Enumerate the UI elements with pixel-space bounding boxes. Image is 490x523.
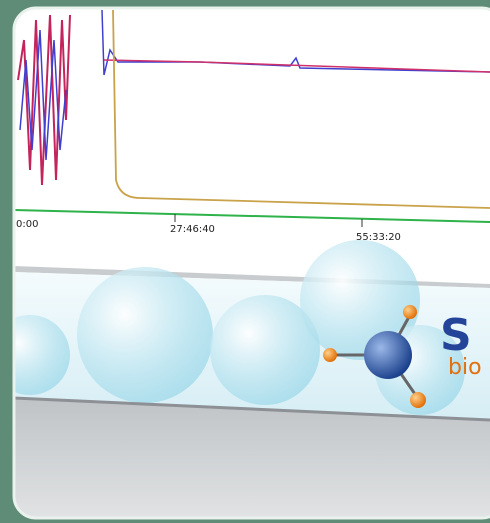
bubble bbox=[77, 267, 213, 403]
logo-letter: S bbox=[440, 310, 472, 361]
logo-subtext: bio bbox=[448, 355, 482, 380]
panel: 0:00 27:46:40 55:33:20 S bio bbox=[0, 8, 490, 523]
page: {"axis": {"tick_labels": ["0:00", "27:46… bbox=[0, 0, 490, 523]
tick-label: 0:00 bbox=[16, 219, 38, 230]
screen: 0:00 27:46:40 55:33:20 S bio bbox=[0, 0, 490, 523]
tick-label: 27:46:40 bbox=[170, 224, 215, 235]
